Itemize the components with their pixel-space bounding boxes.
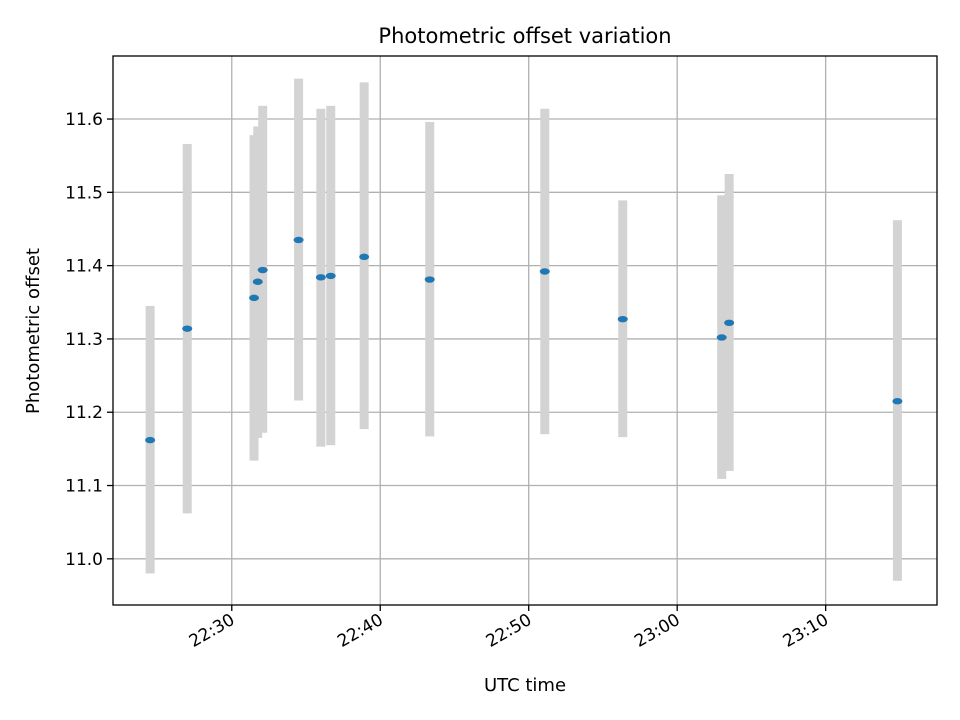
data-point xyxy=(325,272,336,280)
y-axis-ticks: 11.0 11.1 11.2 11.3 11.4 11.5 11.6 xyxy=(65,110,113,570)
data-point xyxy=(257,266,268,274)
data-point xyxy=(315,274,326,281)
grid-layer xyxy=(113,56,937,605)
data-point xyxy=(182,325,193,332)
data-point xyxy=(716,334,727,341)
point-layer xyxy=(145,236,903,444)
y-tick-label: 11.3 xyxy=(65,330,103,350)
x-axis-label: UTC time xyxy=(484,675,566,696)
y-tick-label: 11.0 xyxy=(65,550,103,570)
y-tick-label: 11.2 xyxy=(65,403,103,423)
x-tick-label: 22:50 xyxy=(483,610,535,652)
error-bar-layer xyxy=(145,78,902,581)
data-point xyxy=(249,294,260,302)
x-tick-label: 22:30 xyxy=(186,610,238,652)
data-point xyxy=(359,253,370,261)
y-axis-label: Photometric offset xyxy=(23,248,44,414)
data-point xyxy=(252,278,263,285)
chart-title: Photometric offset variation xyxy=(378,24,671,48)
data-point xyxy=(293,236,304,244)
y-tick-label: 11.1 xyxy=(65,477,103,497)
y-tick-label: 11.6 xyxy=(65,110,103,130)
x-axis-ticks: 22:30 22:40 22:50 23:00 23:10 xyxy=(186,605,832,652)
data-point xyxy=(617,315,628,323)
x-tick-label: 22:40 xyxy=(334,610,386,652)
x-tick-label: 23:10 xyxy=(780,610,832,652)
y-tick-label: 11.5 xyxy=(65,183,103,203)
data-point xyxy=(539,268,550,275)
data-point xyxy=(892,398,903,405)
x-tick-label: 23:00 xyxy=(631,610,683,652)
data-point xyxy=(724,319,735,327)
data-point xyxy=(145,436,156,444)
plot-frame xyxy=(112,55,938,606)
data-point xyxy=(424,276,435,283)
y-tick-label: 11.4 xyxy=(65,257,103,277)
